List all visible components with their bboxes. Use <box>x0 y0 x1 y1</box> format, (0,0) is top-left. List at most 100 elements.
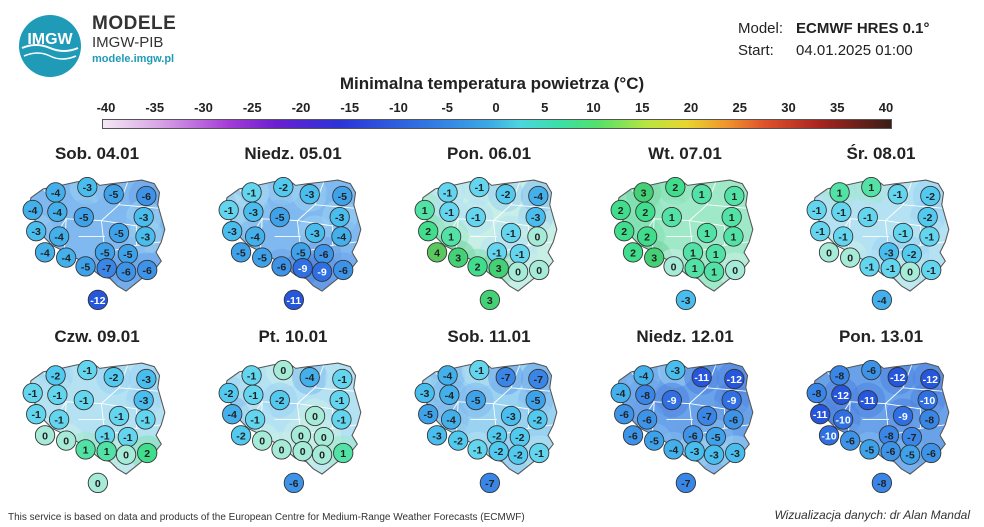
station-marker <box>243 201 264 222</box>
station-marker <box>684 441 705 462</box>
station-marker <box>696 405 718 427</box>
station-marker <box>723 409 744 430</box>
station-value: -4 <box>669 444 679 456</box>
station-value: 1 <box>692 263 698 275</box>
station-marker <box>469 177 490 198</box>
station-marker <box>115 261 137 282</box>
station-marker <box>77 360 98 381</box>
colorbar-tick-label: 5 <box>541 100 549 115</box>
station-value: 0 <box>279 444 285 456</box>
station-value: -9 <box>667 395 677 407</box>
station-marker <box>488 258 509 279</box>
station-marker <box>665 177 686 198</box>
station-marker <box>500 222 522 244</box>
station-marker <box>136 185 157 207</box>
station-marker <box>887 184 908 205</box>
station-marker <box>244 409 266 430</box>
colorbar-tick-label: 20 <box>683 100 699 115</box>
station-marker <box>273 360 294 381</box>
station-marker <box>103 184 124 205</box>
station-value: -1 <box>247 187 257 199</box>
station-marker <box>230 425 252 446</box>
country-border <box>616 362 754 475</box>
forecast-map-day: Niedz. 05.01 -1 -2 -3 -5 -1 -3 -5 -3 -3 -4 -3 -4 -5 -5… <box>198 144 388 319</box>
station-value: -6 <box>927 448 937 460</box>
station-marker <box>696 222 718 244</box>
station-marker <box>73 206 94 228</box>
footer-author: Wizualizacja danych: dr Alan Mandal <box>774 508 970 522</box>
station-value: -8 <box>877 478 887 490</box>
country-border <box>812 362 950 475</box>
station-marker <box>34 242 56 263</box>
day-label: Pon. 06.01 <box>446 144 532 163</box>
station-value: -1 <box>506 228 516 240</box>
station-value: -6 <box>289 478 299 490</box>
station-value: 2 <box>475 261 481 273</box>
forecast-map-day: Czw. 09.01 -2 -1 -2 -3 -1 -1 -1 -3 -1 -1 -1 -1 0 0 -1 -1… <box>2 327 192 502</box>
poland-map: -1 0-4 -1-2 -1 -2 -1-4 -1 0 -1-2 0 0 00 0 0 1-6 <box>218 360 362 494</box>
station-value: -2 <box>275 395 285 407</box>
station-value: -4 <box>534 191 544 203</box>
station-marker <box>610 382 631 404</box>
brand-url[interactable]: modele.imgw.pl <box>92 53 175 65</box>
station-value: 1 <box>711 267 717 279</box>
station-marker <box>418 221 439 242</box>
colorbar-tick-label: 10 <box>586 100 601 115</box>
station-marker <box>810 404 831 425</box>
region-border <box>706 387 748 392</box>
station-marker <box>622 425 644 446</box>
station-value: -1 <box>838 231 848 243</box>
station-marker <box>108 222 130 244</box>
day-label: Sob. 11.01 <box>447 327 531 346</box>
station-marker <box>56 247 77 268</box>
station-marker <box>269 389 290 411</box>
country-border <box>812 179 950 292</box>
station-value: -3 <box>731 448 741 460</box>
station-marker <box>218 199 239 221</box>
colorbar-tick-label: -40 <box>96 100 116 115</box>
poland-map: -4 -3 -5 -6 -4 -4 -5 -3 -3 -4 -5 -3 -4 -4 -5 -5 -5 -7 -6 -6… <box>22 177 166 311</box>
day-label: Niedz. 05.01 <box>244 144 342 163</box>
station-value: -4 <box>443 370 453 382</box>
station-value: -1 <box>141 414 151 426</box>
station-marker <box>137 442 158 464</box>
station-value: -1 <box>83 365 93 377</box>
station-marker <box>644 247 665 268</box>
station-value: 1 <box>340 448 346 460</box>
station-value: -4 <box>53 207 63 219</box>
station-marker <box>136 368 157 390</box>
station-value: -9 <box>317 267 327 279</box>
country-border <box>224 179 362 292</box>
forecast-map-day: Pon. 06.01 -1 -1 -2 -4 1 -1 -1 -3 2 1 -1 0 4 3 -1 -1 2 3 0 0… <box>394 144 584 319</box>
forecast-map-day: Sob. 11.01 -4 -1 -7 -7 -3 -4 -5 -5 -5 -4 -3 -2 -3 -2 -2… <box>394 327 584 502</box>
footer-credit: This service is based on data and produc… <box>8 512 525 523</box>
colorbar-tick-label: 35 <box>830 100 845 115</box>
station-value: -1 <box>863 212 873 224</box>
station-value: 3 <box>496 263 502 275</box>
forecast-map-day: Pt. 10.01 -1 0 -4 -1 -2 -1 -2 -1 -4 -1 0 -1 -2 0 0 0 0 0 0 1… <box>198 327 388 502</box>
station-value: 0 <box>280 365 286 377</box>
station-value: 0 <box>123 450 129 462</box>
station-value: -4 <box>877 295 887 307</box>
station-value: 0 <box>300 446 306 458</box>
station-marker <box>529 442 550 464</box>
station-marker <box>921 259 942 281</box>
station-value: 1 <box>699 189 705 201</box>
station-marker <box>806 199 827 221</box>
station-marker <box>115 444 137 465</box>
station-value: 2 <box>425 226 431 238</box>
station-value: -2 <box>494 446 504 458</box>
station-marker <box>871 472 893 494</box>
colorbar-tick-label: -25 <box>242 100 262 115</box>
station-marker <box>252 430 273 451</box>
model-label: Model: <box>738 20 784 37</box>
station-value: -9 <box>727 395 737 407</box>
station-marker <box>528 368 549 390</box>
station-value: -4 <box>639 370 649 382</box>
station-value: -3 <box>531 212 541 224</box>
station-value: -1 <box>338 374 348 386</box>
station-value: -2 <box>279 182 289 194</box>
start-label: Start: <box>738 42 774 59</box>
station-value: 0 <box>321 432 327 444</box>
station-marker <box>818 242 840 263</box>
